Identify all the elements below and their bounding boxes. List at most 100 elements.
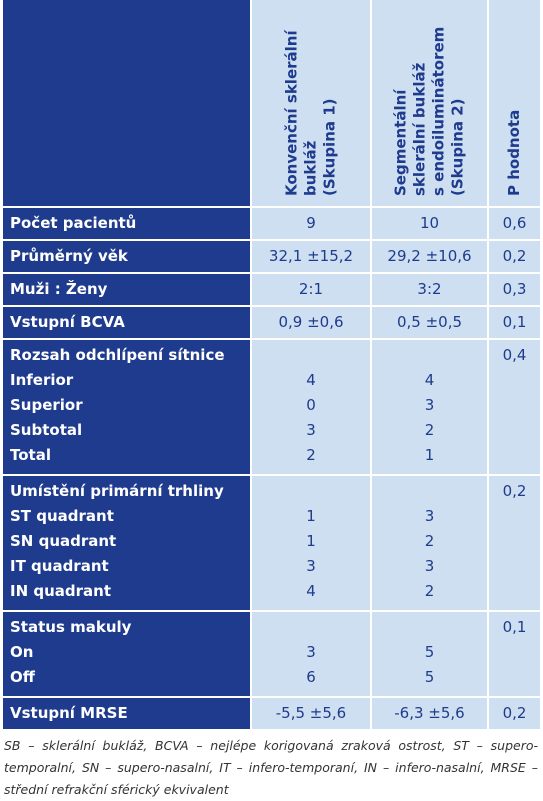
data-cell: 0,1 bbox=[489, 612, 540, 696]
data-cell: 0,5 ±0,5 bbox=[372, 307, 487, 338]
data-cell: 32,1 ±15,2 bbox=[252, 241, 370, 272]
cell-value: 3 bbox=[424, 396, 435, 414]
cell-value: 0,1 bbox=[502, 618, 527, 636]
cell-value: 2 bbox=[306, 446, 316, 464]
row-label-cell: Umístění primární trhliny ST quadrant SN q… bbox=[3, 476, 250, 610]
data-cell: 0,3 bbox=[489, 274, 540, 305]
header-cell: Segmentální sklerální bukláž s endoiluminá… bbox=[372, 0, 487, 206]
row-label-cell: Průměrný věk bbox=[3, 241, 250, 272]
data-cell: 0,2 bbox=[489, 698, 540, 729]
data-cell: 0,9 ±0,6 bbox=[252, 307, 370, 338]
data-cell: 2:1 bbox=[252, 274, 370, 305]
cell-value: 4 bbox=[306, 371, 316, 389]
cell-value: 0,5 ±0,5 bbox=[396, 313, 463, 331]
data-cell: 10 bbox=[372, 208, 487, 239]
sub-label: IT quadrant bbox=[10, 557, 109, 575]
cell-value: 1 bbox=[424, 446, 435, 464]
row-label-cell: Vstupní MRSE bbox=[3, 698, 250, 729]
cell-value: 0,2 bbox=[502, 482, 527, 500]
data-cell: 4 0 3 2 bbox=[252, 340, 370, 474]
cell-value: 0 bbox=[306, 396, 316, 414]
cell-value: 2 bbox=[424, 532, 435, 550]
header-text: Konvenční sklerální bukláž (Skupina 1) bbox=[252, 6, 370, 196]
row-label: Průměrný věk bbox=[10, 247, 128, 265]
cell-value: 1 bbox=[306, 532, 316, 550]
data-cell: 0,4 bbox=[489, 340, 540, 474]
cell-value: 0,2 bbox=[502, 247, 527, 265]
cell-value: 3 bbox=[424, 557, 435, 575]
data-cell: 0,2 bbox=[489, 476, 540, 610]
data-cell: 0,1 bbox=[489, 307, 540, 338]
data-cell: 4 3 2 1 bbox=[372, 340, 487, 474]
cell-value: 3 bbox=[306, 557, 316, 575]
cell-value: -5,5 ±5,6 bbox=[275, 704, 347, 722]
cell-value: 2 bbox=[424, 421, 435, 439]
header-line: s endoiluminátorem bbox=[429, 26, 448, 196]
cell-value: 0,2 bbox=[502, 704, 527, 722]
header-line: bukláž bbox=[301, 140, 320, 196]
cell-value: 5 bbox=[424, 668, 435, 686]
cell-value: 32,1 ±15,2 bbox=[268, 247, 354, 265]
cell-value: 2 bbox=[424, 582, 435, 600]
cell-value: 2:1 bbox=[298, 280, 324, 298]
row-label: Rozsah odchlípení sítnice bbox=[10, 346, 225, 364]
data-cell: -6,3 ±5,6 bbox=[372, 698, 487, 729]
data-cell: 29,2 ±10,6 bbox=[372, 241, 487, 272]
header-line: Konvenční sklerální bbox=[282, 30, 301, 196]
data-cell: -5,5 ±5,6 bbox=[252, 698, 370, 729]
row-label-cell: Status makuly On Off bbox=[3, 612, 250, 696]
cell-value: 0,6 bbox=[502, 214, 527, 232]
sub-label: Total bbox=[10, 446, 51, 464]
cell-value: 1 bbox=[306, 507, 316, 525]
row-label-cell: Rozsah odchlípení sítnice Inferior Superio… bbox=[3, 340, 250, 474]
header-line: (Skupina 1) bbox=[320, 98, 339, 196]
cell-value: -6,3 ±5,6 bbox=[394, 704, 465, 722]
data-cell: 1 1 3 4 bbox=[252, 476, 370, 610]
sub-label: Inferior bbox=[10, 371, 74, 389]
sub-label: IN quadrant bbox=[10, 582, 112, 600]
cell-value: 3:2 bbox=[417, 280, 442, 298]
data-cell: 0,6 bbox=[489, 208, 540, 239]
cell-value: 9 bbox=[306, 214, 316, 232]
row-label-cell: Počet pacientů bbox=[3, 208, 250, 239]
header-line: (Skupina 2) bbox=[448, 98, 467, 196]
cell-value: 0,4 bbox=[502, 346, 527, 364]
cell-value: 0,1 bbox=[502, 313, 527, 331]
cell-value: 3 bbox=[306, 421, 316, 439]
row-label: Muži : Ženy bbox=[10, 280, 108, 298]
header-corner bbox=[3, 0, 250, 206]
data-cell: 3:2 bbox=[372, 274, 487, 305]
cell-value: 3 bbox=[424, 507, 435, 525]
row-label: Vstupní BCVA bbox=[10, 313, 125, 331]
row-label: Status makuly bbox=[10, 618, 132, 636]
data-cell: 0,2 bbox=[489, 241, 540, 272]
row-label: Počet pacientů bbox=[10, 214, 137, 232]
cell-value: 4 bbox=[424, 371, 435, 389]
data-cell: 9 bbox=[252, 208, 370, 239]
header-text: P hodnota bbox=[489, 6, 540, 196]
sub-label: Superior bbox=[10, 396, 83, 414]
row-label-cell: Muži : Ženy bbox=[3, 274, 250, 305]
cell-value: 3 bbox=[306, 643, 316, 661]
cell-value: 5 bbox=[424, 643, 435, 661]
cell-value: 0,9 ±0,6 bbox=[278, 313, 344, 331]
row-label: Vstupní MRSE bbox=[10, 704, 128, 722]
cell-value: 0,3 bbox=[502, 280, 527, 298]
cell-value: 10 bbox=[419, 214, 440, 232]
footnote: SB – sklerální bukláž, BCVA – nejlépe ko… bbox=[4, 738, 538, 797]
header-text: Segmentální sklerální bukláž s endoiluminá… bbox=[372, 6, 487, 196]
header-line: sklerální bukláž bbox=[410, 62, 429, 196]
sub-label: Off bbox=[10, 668, 35, 686]
cell-value: 6 bbox=[306, 668, 316, 686]
header-line: Segmentální bbox=[391, 89, 410, 196]
row-label-cell: Vstupní BCVA bbox=[3, 307, 250, 338]
sub-label: SN quadrant bbox=[10, 532, 117, 550]
sub-label: On bbox=[10, 643, 34, 661]
cell-value: 4 bbox=[306, 582, 316, 600]
cell-value: 29,2 ±10,6 bbox=[387, 247, 472, 265]
sub-label: ST quadrant bbox=[10, 507, 114, 525]
header-line: P hodnota bbox=[505, 109, 523, 196]
